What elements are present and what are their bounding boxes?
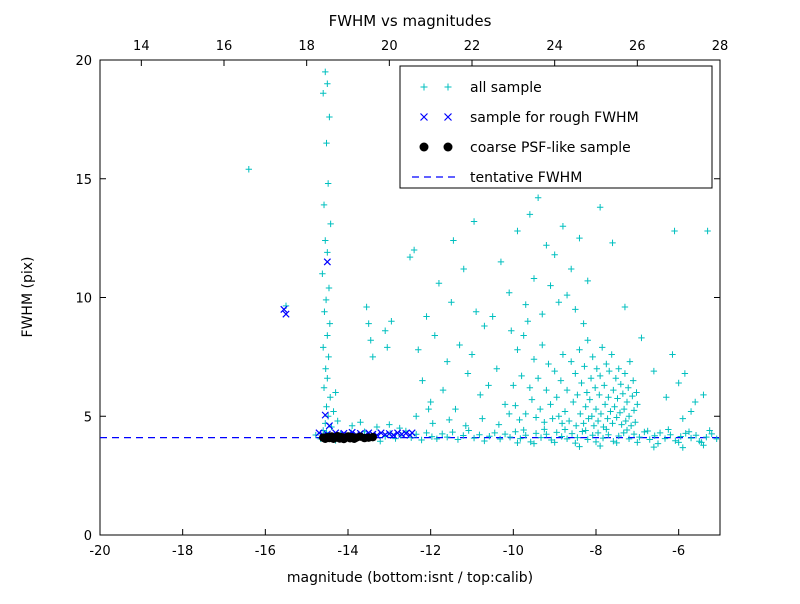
svg-text:-10: -10 [503, 544, 524, 559]
legend-box [399, 65, 713, 189]
svg-text:14: 14 [133, 39, 150, 54]
y-axis-label: FWHM (pix) [20, 257, 36, 338]
svg-text:-18: -18 [172, 544, 193, 559]
legend-entry-psf-like: coarse PSF-like sample [470, 140, 631, 156]
legend-entry-tentative-fwhm: tentative FWHM [470, 170, 582, 186]
svg-text:-8: -8 [590, 544, 603, 559]
svg-text:0: 0 [84, 529, 92, 544]
svg-text:-16: -16 [255, 544, 276, 559]
chart-title: FWHM vs magnitudes [329, 12, 492, 30]
svg-text:-6: -6 [672, 544, 685, 559]
svg-text:10: 10 [75, 292, 92, 307]
svg-text:20: 20 [381, 39, 398, 54]
scatter-rough-fwhm-sample [280, 258, 416, 440]
svg-text:18: 18 [298, 39, 315, 54]
svg-text:28: 28 [712, 39, 729, 54]
legend-entry-all-sample: all sample [470, 80, 542, 96]
axis-tick-labels: -20 -18 -16 -14 -12 -10 -8 -6 14 16 18 20 22 24 26 28 0 5… [75, 39, 728, 559]
svg-text:-14: -14 [337, 544, 358, 559]
axis-ticks [99, 59, 721, 536]
legend-entry-rough-fwhm: sample for rough FWHM [470, 110, 639, 126]
legend: all sample sample for rough FWHM coarse … [399, 65, 713, 189]
svg-text:16: 16 [216, 39, 233, 54]
scatter-psf-like-sample [319, 432, 377, 444]
svg-text:5: 5 [84, 410, 92, 425]
scatter-all-sample [245, 68, 720, 451]
svg-text:24: 24 [546, 39, 563, 54]
svg-text:26: 26 [629, 39, 646, 54]
svg-text:-12: -12 [420, 544, 441, 559]
legend-markers [412, 83, 460, 178]
svg-text:20: 20 [75, 54, 92, 69]
svg-text:-20: -20 [89, 544, 110, 559]
svg-text:15: 15 [75, 173, 92, 188]
svg-text:22: 22 [464, 39, 481, 54]
x-axis-label: magnitude (bottom:isnt / top:calib) [287, 570, 533, 586]
